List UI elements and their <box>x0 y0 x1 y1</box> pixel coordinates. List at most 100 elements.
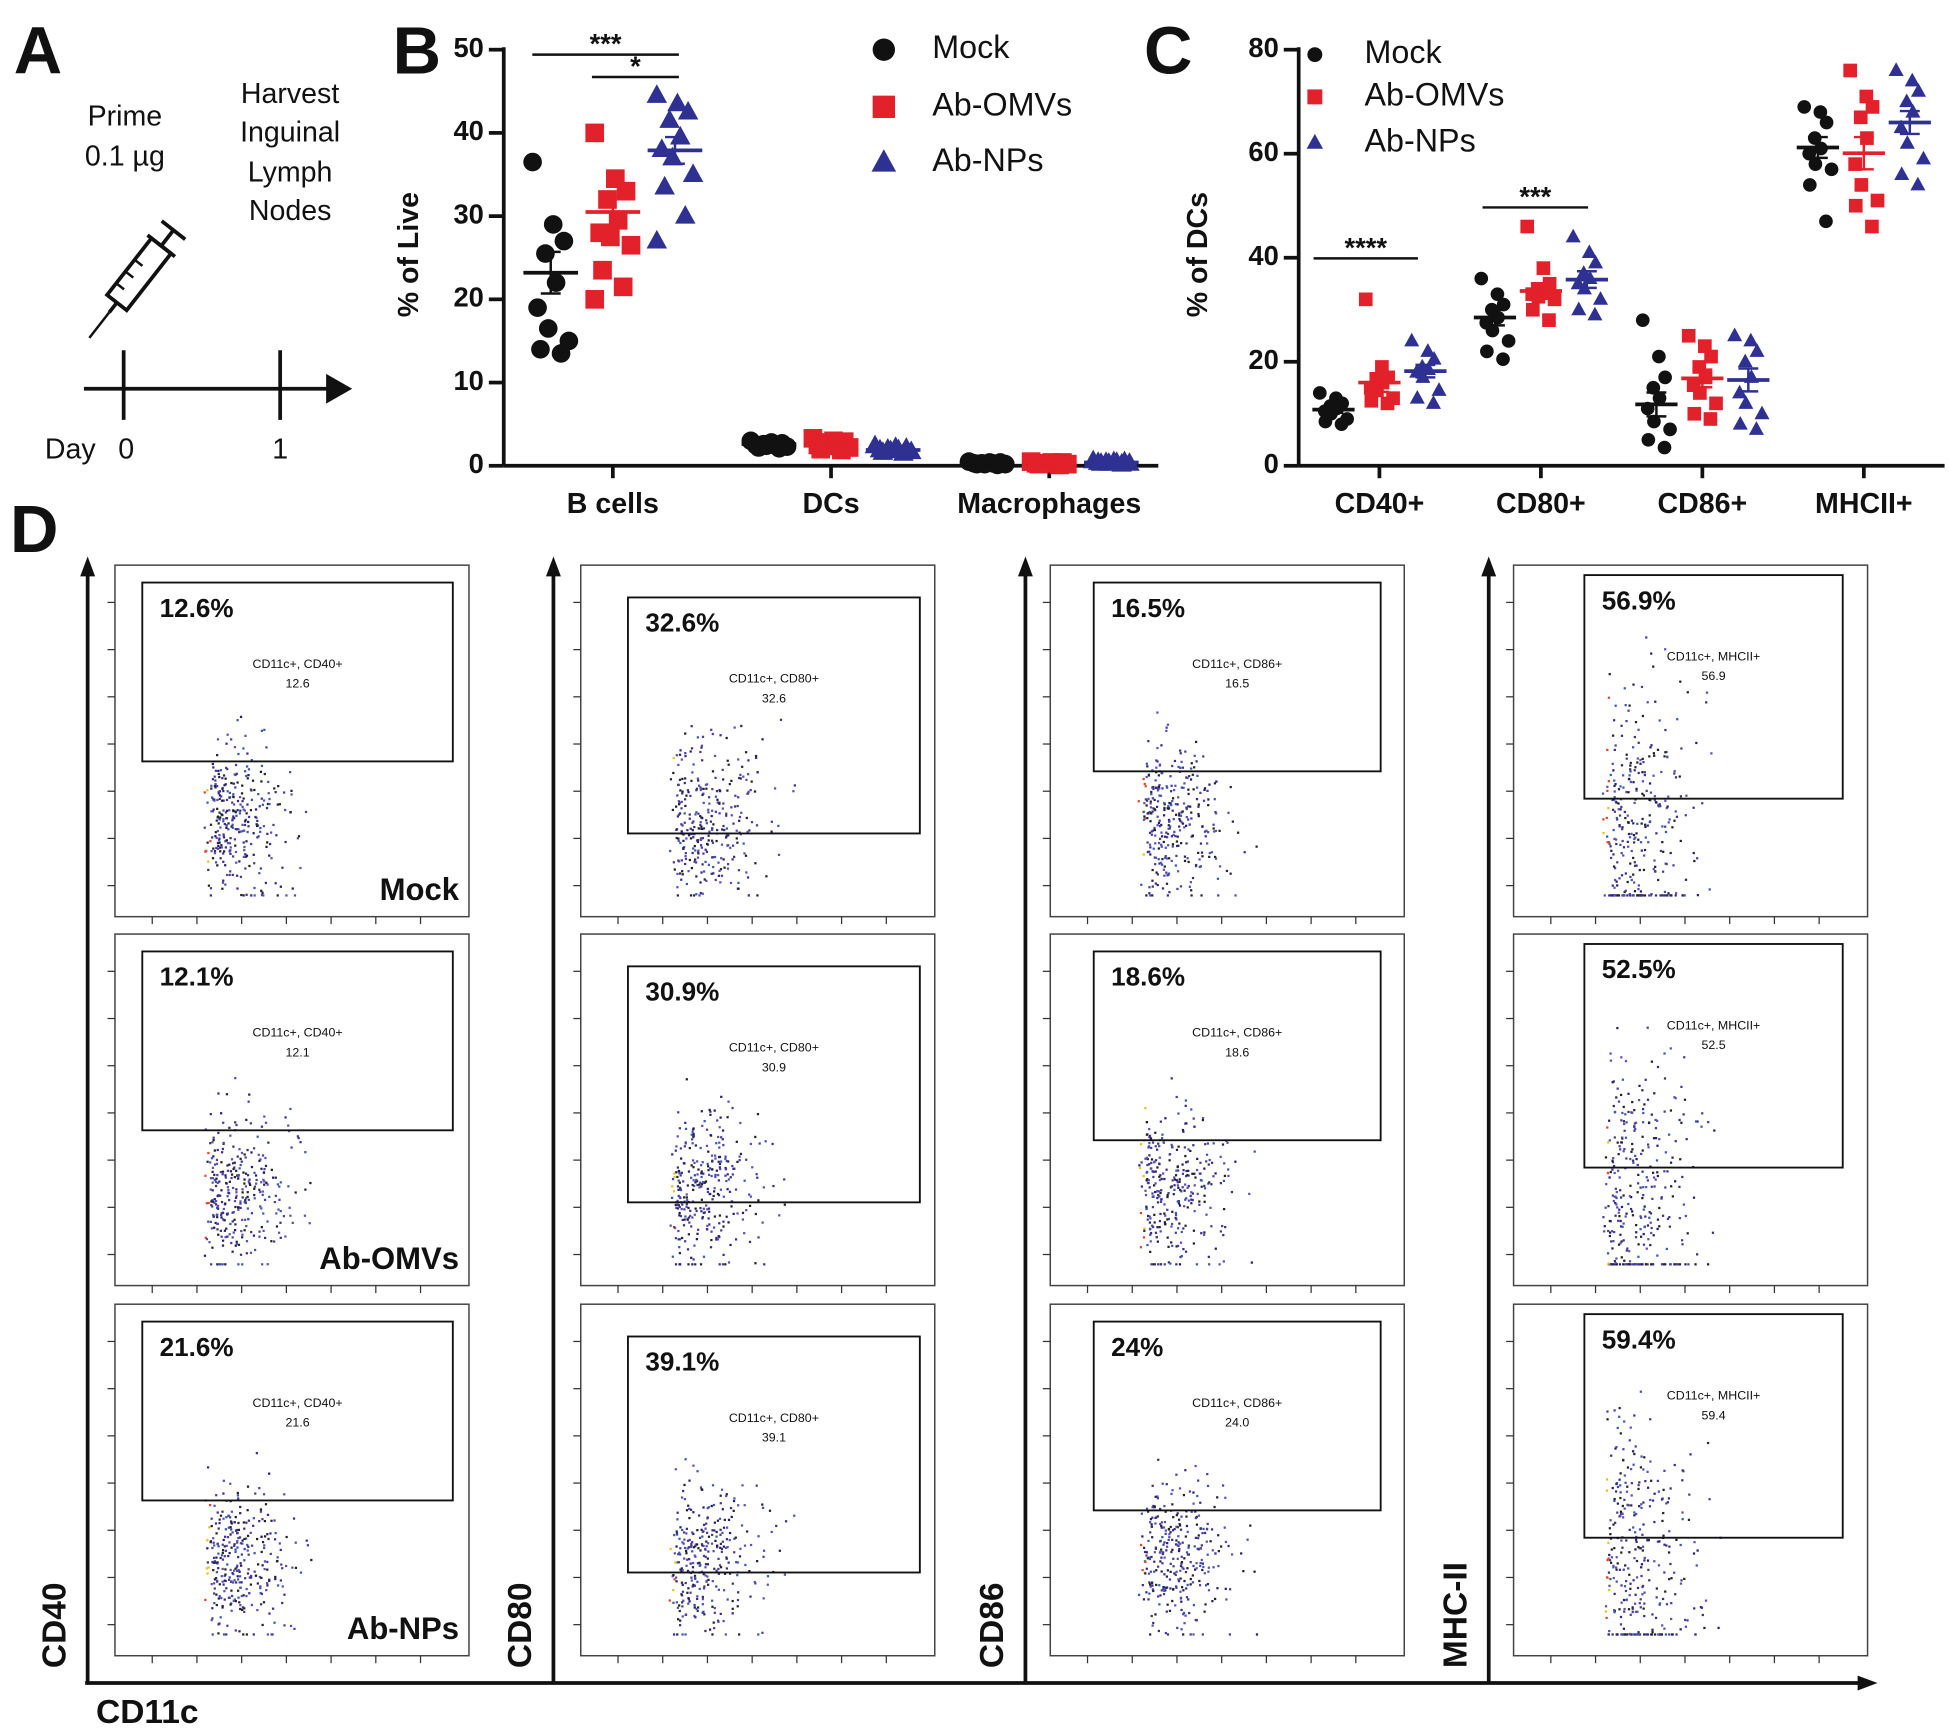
event-dot <box>676 894 679 897</box>
event-dot <box>1205 1160 1208 1163</box>
event-dot <box>725 1557 728 1560</box>
event-dot <box>1181 1172 1185 1175</box>
event-dot <box>259 826 262 830</box>
event-dot <box>1612 769 1615 772</box>
event-dot <box>1221 1484 1225 1487</box>
event-dot <box>1160 1198 1163 1201</box>
event-dot <box>1624 1136 1628 1139</box>
event-dot <box>267 780 270 784</box>
event-dot <box>679 1553 682 1556</box>
event-dot <box>684 862 687 866</box>
event-dot <box>245 765 249 768</box>
event-dot <box>700 1175 703 1179</box>
event-dot <box>1145 1567 1148 1570</box>
event-dot <box>687 1602 690 1605</box>
event-dot <box>241 1191 244 1194</box>
event-dot <box>223 1229 227 1232</box>
event-dot <box>1201 855 1204 858</box>
event-dot <box>715 1142 718 1145</box>
event-dot <box>305 1539 308 1542</box>
event-dot <box>678 1205 681 1209</box>
event-dot <box>721 768 724 771</box>
event-dot <box>1623 894 1626 897</box>
event-dot <box>249 1531 252 1534</box>
event-dot <box>1201 1531 1204 1535</box>
event-dot <box>1218 1263 1221 1266</box>
event-dot <box>702 1587 706 1590</box>
event-dot <box>213 849 217 853</box>
event-dot <box>684 804 687 808</box>
event-dot <box>216 864 219 867</box>
event-dot <box>246 1509 249 1512</box>
event-dot <box>1633 801 1636 805</box>
event-dot <box>692 1134 695 1138</box>
event-dot <box>225 1633 228 1636</box>
event-dot <box>1159 1174 1162 1177</box>
event-dot <box>1640 1503 1643 1506</box>
event-dot <box>694 1263 697 1266</box>
event-dot <box>1198 858 1201 861</box>
event-dot <box>684 1549 688 1553</box>
event-dot <box>1185 1587 1188 1590</box>
event-dot <box>1661 1519 1664 1523</box>
event-dot <box>718 1222 721 1225</box>
event-dot <box>717 1235 720 1238</box>
event-dot <box>1611 798 1614 802</box>
event-dot <box>1639 1547 1642 1550</box>
event-dot <box>758 1142 761 1145</box>
event-dot <box>722 778 725 781</box>
event-dot <box>1190 811 1193 814</box>
event-dot <box>689 1214 692 1218</box>
event-dot <box>1246 1538 1249 1541</box>
event-dot <box>243 845 246 849</box>
event-dot <box>263 1198 267 1202</box>
event-dot <box>1183 855 1187 858</box>
event-dot <box>676 815 680 818</box>
event-dot <box>712 823 715 826</box>
harvest-text: Harvest <box>241 78 339 110</box>
event-dot <box>288 1206 291 1209</box>
event-dot <box>1137 1593 1141 1596</box>
event-dot <box>689 1508 693 1511</box>
event-dot <box>1642 1243 1646 1246</box>
event-dot <box>1169 1587 1172 1590</box>
event-dot <box>1179 1188 1182 1192</box>
event-dot <box>1179 819 1182 822</box>
event-dot <box>1607 840 1611 844</box>
event-dot <box>1679 839 1682 843</box>
event-dot <box>1168 801 1171 805</box>
event-dot <box>1180 1608 1183 1612</box>
event-dot <box>738 1155 741 1158</box>
event-dot <box>743 1544 747 1547</box>
event-dot <box>242 808 245 811</box>
event-dot <box>694 1545 697 1548</box>
event-dot <box>1179 1528 1183 1531</box>
event-dot <box>707 1578 710 1581</box>
event-dot <box>1177 1549 1181 1553</box>
event-dot <box>712 1194 715 1198</box>
event-dot <box>249 1251 253 1254</box>
event-dot <box>716 1192 720 1196</box>
event-dot <box>1658 803 1661 806</box>
data-point <box>1704 349 1718 364</box>
event-dot <box>692 1166 695 1169</box>
event-dot <box>262 1493 266 1496</box>
event-dot <box>1646 1224 1650 1227</box>
event-dot <box>1651 1197 1654 1201</box>
event-dot <box>1151 1624 1154 1627</box>
event-dot <box>1649 1243 1652 1247</box>
event-dot <box>1630 849 1633 853</box>
event-dot <box>1166 1569 1169 1572</box>
event-dot <box>1242 1570 1245 1573</box>
event-dot <box>670 1196 674 1199</box>
event-dot <box>676 1518 679 1521</box>
event-dot <box>736 804 739 808</box>
event-dot <box>1176 844 1179 848</box>
event-dot <box>1152 1589 1155 1593</box>
event-dot <box>1178 825 1181 828</box>
event-dot <box>1149 1531 1152 1534</box>
event-dot <box>1216 877 1220 880</box>
event-dot <box>1156 1240 1160 1243</box>
event-dot <box>1199 1547 1202 1550</box>
event-dot <box>1154 1159 1158 1162</box>
